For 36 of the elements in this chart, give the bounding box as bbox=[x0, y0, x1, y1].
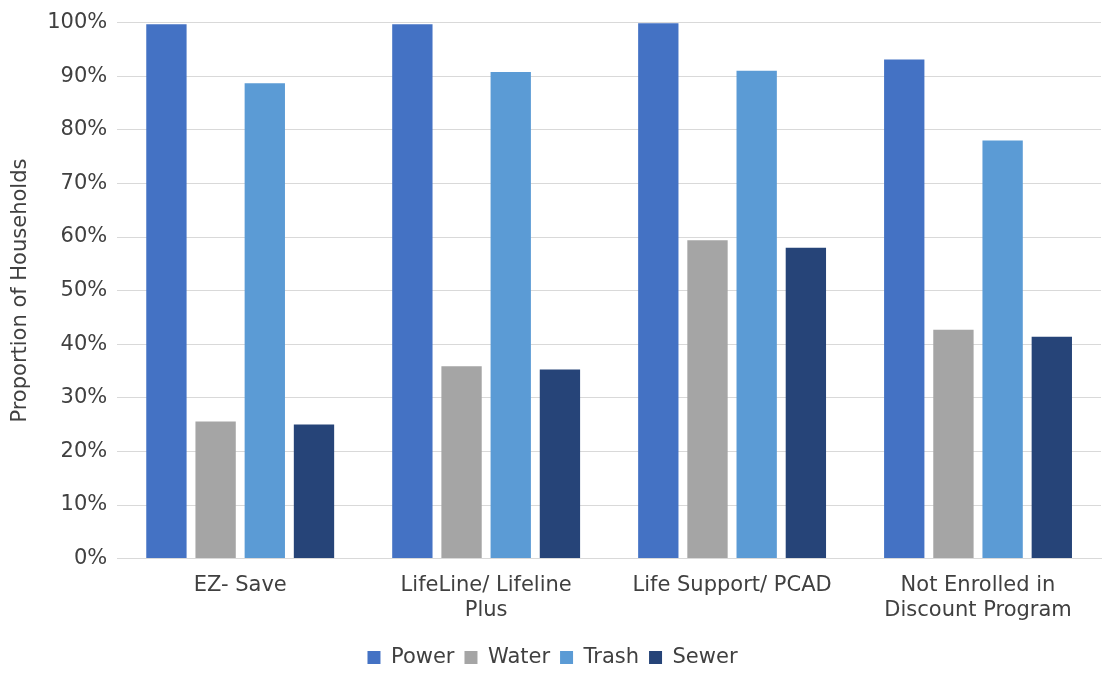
y-tick-label: 10% bbox=[60, 491, 108, 516]
bar bbox=[638, 23, 679, 559]
y-tick-label: 20% bbox=[60, 437, 108, 462]
bar bbox=[687, 240, 728, 559]
x-tick-label: EZ- Save bbox=[193, 571, 287, 596]
bar bbox=[982, 140, 1023, 559]
legend-label: Water bbox=[487, 643, 551, 668]
bar bbox=[933, 329, 974, 559]
bar bbox=[195, 421, 236, 559]
y-tick-label: 70% bbox=[60, 169, 108, 194]
bar bbox=[490, 71, 531, 559]
legend-label: Sewer bbox=[672, 643, 738, 668]
x-tick-label: Not Enrolled in Discount Program bbox=[884, 571, 1072, 621]
legend-label: Power bbox=[390, 643, 455, 668]
y-tick-label: 30% bbox=[60, 384, 108, 409]
y-tick-label: 60% bbox=[60, 223, 108, 248]
x-tick-label: Life Support/ PCAD bbox=[632, 571, 832, 596]
y-tick-label: 80% bbox=[60, 116, 108, 141]
y-axis-title: Proportion of Households bbox=[7, 158, 32, 423]
bar bbox=[441, 366, 482, 559]
y-tick-label: 0% bbox=[73, 545, 108, 570]
y-tick-label: 50% bbox=[60, 277, 108, 302]
bar bbox=[293, 424, 335, 559]
y-tick-label: 90% bbox=[60, 62, 108, 87]
y-tick-label: 100% bbox=[47, 9, 108, 34]
bar bbox=[785, 247, 827, 559]
bar bbox=[884, 59, 925, 559]
bar bbox=[392, 24, 433, 559]
y-tick-label: 40% bbox=[60, 330, 108, 355]
bar bbox=[736, 70, 777, 559]
bar bbox=[1031, 336, 1072, 559]
x-tick-label: LifeLine/ Lifeline Plus bbox=[400, 571, 572, 621]
bar bbox=[146, 24, 187, 559]
bar bbox=[539, 369, 581, 559]
legend-label: Trash bbox=[582, 643, 640, 668]
bar bbox=[244, 83, 285, 559]
